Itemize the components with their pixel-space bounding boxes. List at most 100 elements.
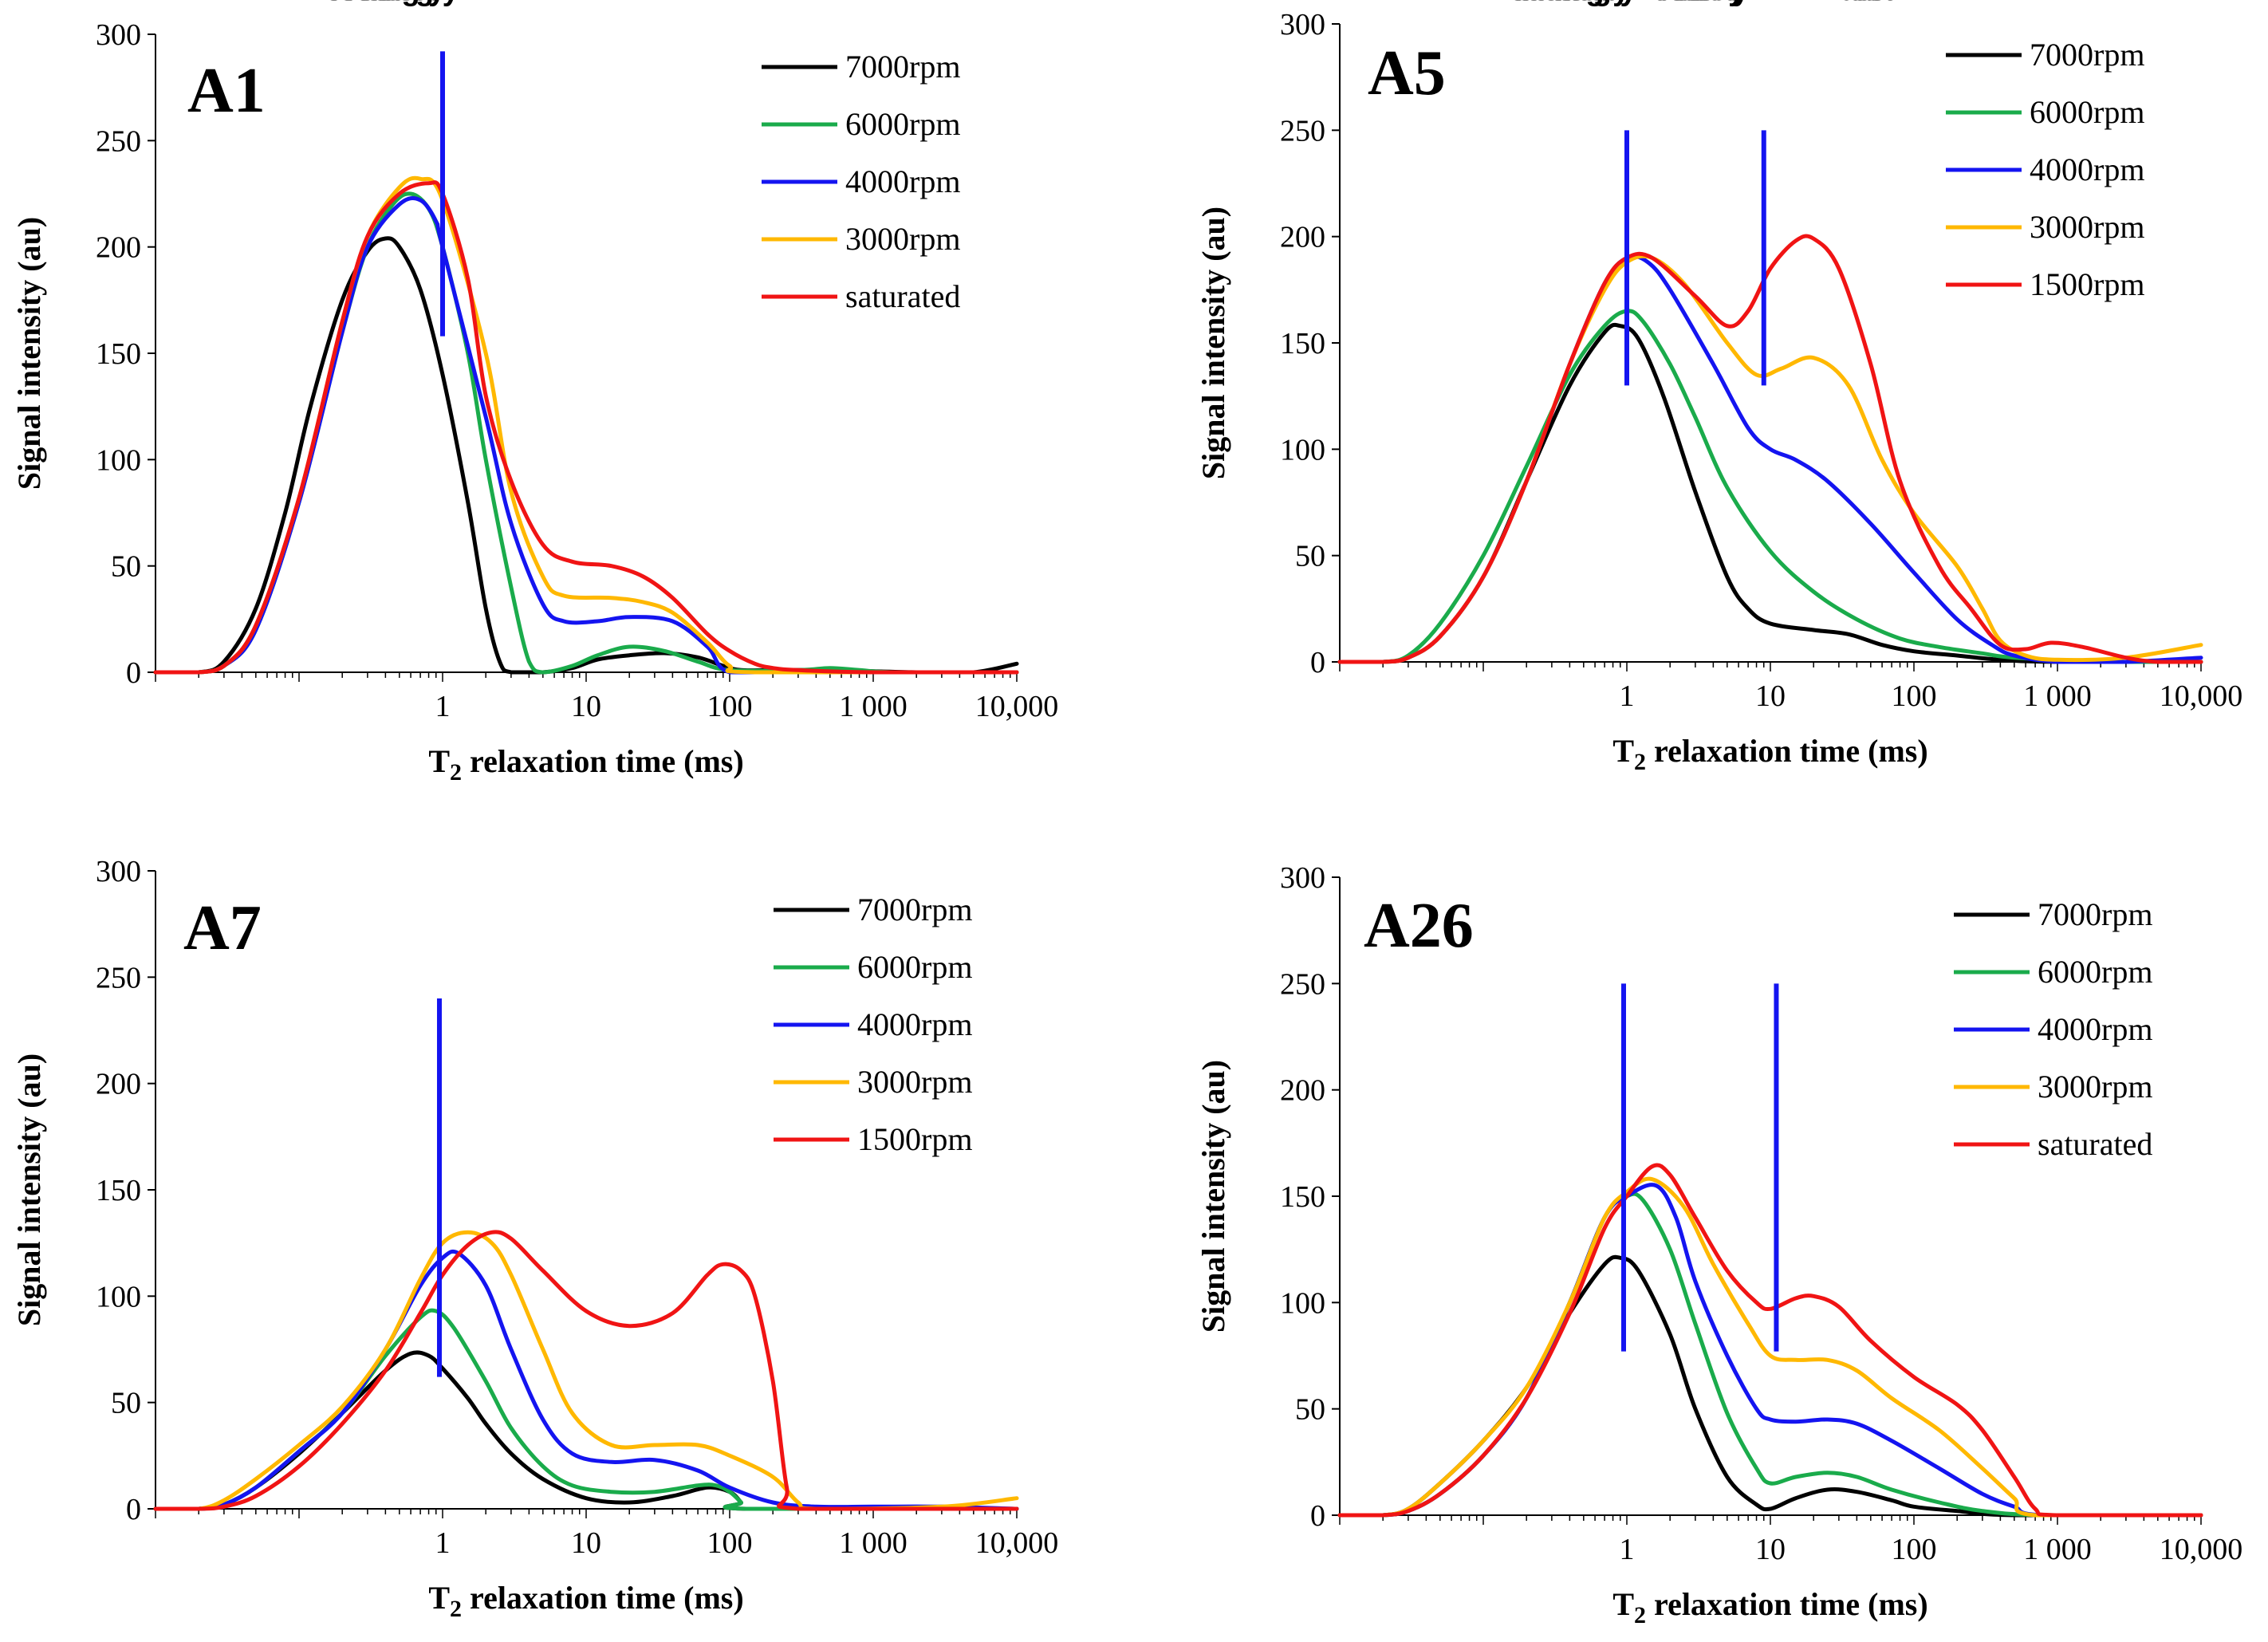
x-tick-label: 1 000 — [2023, 679, 2092, 713]
annotation-text: free — [1829, 0, 1885, 7]
legend-label: 7000rpm — [2030, 37, 2144, 73]
y-tick-label: 300 — [1280, 861, 1325, 895]
y-tick-label: 100 — [96, 443, 141, 477]
annotation-text: water — [1659, 0, 1738, 7]
y-tick-label: 250 — [96, 961, 141, 994]
annotation-text: strongly — [1518, 0, 1637, 7]
x-tick-label: 1 — [1620, 1533, 1635, 1566]
annotation-text: free — [1843, 0, 1899, 7]
annotation-text: bound — [1523, 0, 1616, 7]
annotation-text: weakly — [1645, 0, 1746, 7]
y-tick-label: 100 — [1280, 1286, 1325, 1320]
x-tick-label: 10 — [571, 1526, 601, 1560]
x-tick-label: 1 — [1620, 679, 1635, 713]
legend-label: 6000rpm — [857, 949, 972, 985]
annotation-text: weakly — [1649, 0, 1750, 7]
annotation-text: bound — [1531, 0, 1624, 7]
annotation-text: bound — [1653, 0, 1746, 7]
y-tick-label: 100 — [96, 1280, 141, 1313]
legend-label: 3000rpm — [2030, 209, 2144, 245]
x-tick-label: 100 — [1892, 1533, 1937, 1566]
series-line-6000rpm — [1337, 309, 2203, 664]
x-tick-label: 100 — [707, 690, 753, 723]
annotation-text: strongly — [1510, 0, 1629, 7]
x-tick-label: 1 000 — [2023, 1533, 2092, 1566]
x-tick-label: 10 — [571, 690, 601, 723]
panel-label: A1 — [187, 56, 266, 126]
y-tick-label: 300 — [1280, 8, 1325, 41]
series-line-3000rpm — [153, 1230, 1019, 1511]
legend-label: 7000rpm — [845, 49, 960, 85]
y-axis-label: Signal intensity (au) — [11, 217, 47, 490]
x-tick-label: 10,000 — [2160, 679, 2243, 713]
annotation-text: water — [359, 0, 439, 7]
y-tick-label: 250 — [1280, 967, 1325, 1001]
series-line-4000rpm — [153, 196, 1019, 675]
y-tick-label: 200 — [96, 1068, 141, 1101]
y-tick-label: 300 — [96, 18, 141, 52]
y-tick-label: 200 — [1280, 1074, 1325, 1108]
series-line-1500rpm — [1337, 234, 2203, 664]
y-axis-label: Signal intensity (au) — [11, 1053, 47, 1326]
legend-label: 6000rpm — [2030, 94, 2144, 130]
panel-label: A26 — [1364, 891, 1474, 961]
y-tick-label: 0 — [1310, 1499, 1325, 1533]
y-tick-label: 150 — [96, 337, 141, 371]
annotation-text: water — [1830, 0, 1910, 7]
legend-label: 1500rpm — [857, 1121, 972, 1157]
series-line-saturated — [153, 180, 1019, 675]
x-tick-label: 1 — [435, 1526, 451, 1560]
legend-label: saturated — [2038, 1126, 2152, 1162]
x-axis-label: T2 relaxation time (ms) — [428, 1580, 743, 1622]
annotation-text: water — [1537, 0, 1616, 7]
y-tick-label: 150 — [1280, 1180, 1325, 1214]
x-tick-label: 1 — [435, 690, 451, 723]
series-line-3000rpm — [1337, 1176, 2203, 1518]
y-axis-label: Signal intensity (au) — [1195, 207, 1231, 479]
series-line-6000rpm — [153, 191, 1019, 675]
x-tick-label: 1 000 — [839, 1526, 908, 1560]
annotation-text: water — [1530, 0, 1609, 7]
annotation-text: bound — [1649, 0, 1742, 7]
y-tick-label: 200 — [1280, 221, 1325, 254]
y-tick-label: 250 — [1280, 114, 1325, 148]
y-tick-label: 300 — [96, 855, 141, 888]
legend-label: 6000rpm — [845, 106, 960, 142]
x-tick-label: 10 — [1755, 1533, 1786, 1566]
y-tick-label: 50 — [1295, 540, 1325, 573]
legend-label: 1500rpm — [2030, 266, 2144, 302]
chart-panel-a1: 0 50 100 150 200 250 300 1 10 100 1 000 10,000 T2 re… — [11, 0, 1058, 786]
x-axis-label: T2 relaxation time (ms) — [428, 743, 743, 786]
x-axis-label: T2 relaxation time (ms) — [1612, 1586, 1927, 1628]
y-tick-label: 50 — [111, 1387, 141, 1420]
series-line-1500rpm — [153, 1230, 1019, 1511]
annotation-text: bound — [353, 0, 446, 7]
y-tick-label: 200 — [96, 231, 141, 265]
legend-label: 3000rpm — [845, 221, 960, 257]
panel-label: A7 — [183, 893, 262, 963]
panel-label: A5 — [1368, 38, 1446, 108]
x-tick-label: 100 — [707, 1526, 753, 1560]
x-tick-label: 1 000 — [839, 690, 908, 723]
annotation-text: bound — [339, 0, 431, 7]
legend-label: saturated — [845, 278, 960, 314]
x-tick-label: 10,000 — [975, 1526, 1059, 1560]
legend-label: 3000rpm — [2038, 1069, 2152, 1105]
series-line-4000rpm — [153, 1249, 1019, 1511]
series-line-4000rpm — [1337, 1183, 2203, 1518]
y-tick-label: 50 — [1295, 1393, 1325, 1427]
y-tick-label: 150 — [96, 1174, 141, 1207]
y-axis-label: Signal intensity (au) — [1195, 1060, 1231, 1333]
chart-panel-a5: 0 50 100 150 200 250 300 1 10 100 1 000 10,000 T2 re… — [1195, 0, 2242, 775]
annotation-text: water — [345, 0, 425, 7]
y-tick-label: 100 — [1280, 433, 1325, 467]
annotation-text: strongly — [325, 0, 445, 7]
x-tick-label: 10,000 — [975, 690, 1059, 723]
legend-label: 6000rpm — [2038, 954, 2152, 990]
y-tick-label: 50 — [111, 550, 141, 584]
y-tick-label: 0 — [1310, 646, 1325, 679]
series-line-7000rpm — [1337, 1254, 2203, 1518]
annotation-text: water — [1817, 0, 1896, 7]
